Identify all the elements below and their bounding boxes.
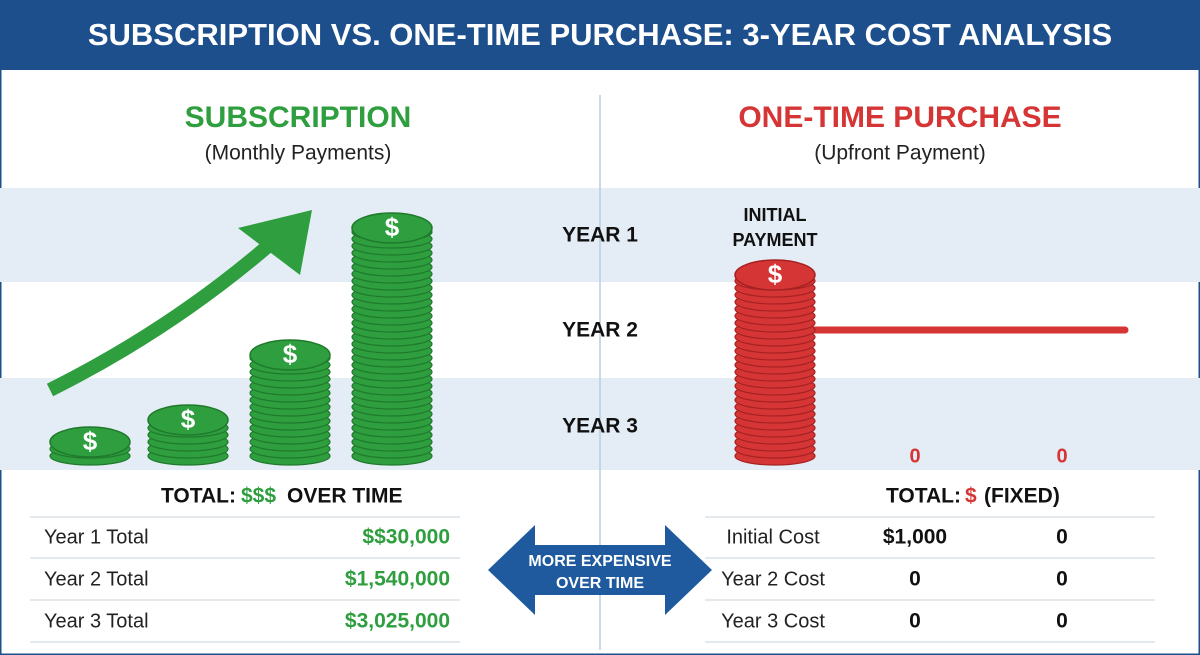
row-label: Year 3 Cost — [721, 610, 825, 632]
total-label: TOTAL: — [161, 485, 236, 508]
row-value: 0 — [909, 610, 921, 633]
row-value: 0 — [1056, 526, 1068, 549]
coin-symbol: $ — [283, 339, 298, 369]
coin-top — [49, 426, 131, 458]
left-title: SUBSCRIPTION — [185, 101, 412, 134]
year-label: YEAR 2 — [562, 319, 638, 342]
left-subtitle: (Monthly Payments) — [205, 142, 392, 165]
row-value: 0 — [1056, 610, 1068, 633]
row-value: 0 — [909, 568, 921, 591]
row-value: $1,540,000 — [345, 568, 450, 591]
total-label: (FIXED) — [984, 485, 1060, 508]
header-band — [0, 0, 1200, 70]
coin-top — [249, 339, 331, 371]
growth-arrow — [46, 240, 273, 397]
arrow-label: MORE EXPENSIVE — [528, 553, 671, 570]
row-label: Initial Cost — [726, 526, 820, 548]
right-title: ONE-TIME PURCHASE — [738, 101, 1061, 134]
zero-label: 0 — [909, 445, 920, 467]
row-value: $1,000 — [883, 526, 947, 549]
row-value: $$30,000 — [362, 526, 450, 549]
title: SUBSCRIPTION VS. ONE-TIME PURCHASE: 3-YE… — [88, 17, 1112, 52]
year-label: YEAR 1 — [562, 224, 638, 247]
year-label: YEAR 3 — [562, 415, 638, 438]
row-label: Year 3 Total — [44, 610, 149, 632]
stack-label: PAYMENT — [732, 230, 817, 250]
row-label: Year 2 Total — [44, 568, 149, 590]
coin-top — [734, 259, 816, 291]
row-label: Year 1 Total — [44, 526, 149, 548]
row-label: Year 2 Cost — [721, 568, 825, 590]
coin-symbol: $ — [181, 404, 196, 434]
total-label: TOTAL: — [886, 485, 961, 508]
row-value: $3,025,000 — [345, 610, 450, 633]
coin-symbol: $ — [83, 426, 98, 456]
row-value: 0 — [1056, 568, 1068, 591]
total-label: OVER TIME — [287, 485, 403, 508]
coin-top — [351, 212, 433, 244]
stack-label: INITIAL — [744, 205, 807, 225]
double-arrow — [488, 525, 712, 615]
right-subtitle: (Upfront Payment) — [814, 142, 986, 165]
arrow-label: OVER TIME — [556, 575, 644, 592]
coin-symbol: $ — [768, 259, 783, 289]
total-symbol: $$$ — [241, 485, 276, 508]
growth-arrow-head — [238, 210, 312, 275]
zero-label: 0 — [1056, 445, 1067, 467]
coin-symbol: $ — [385, 212, 400, 242]
coin-top — [147, 404, 229, 436]
total-symbol: $ — [965, 485, 977, 508]
